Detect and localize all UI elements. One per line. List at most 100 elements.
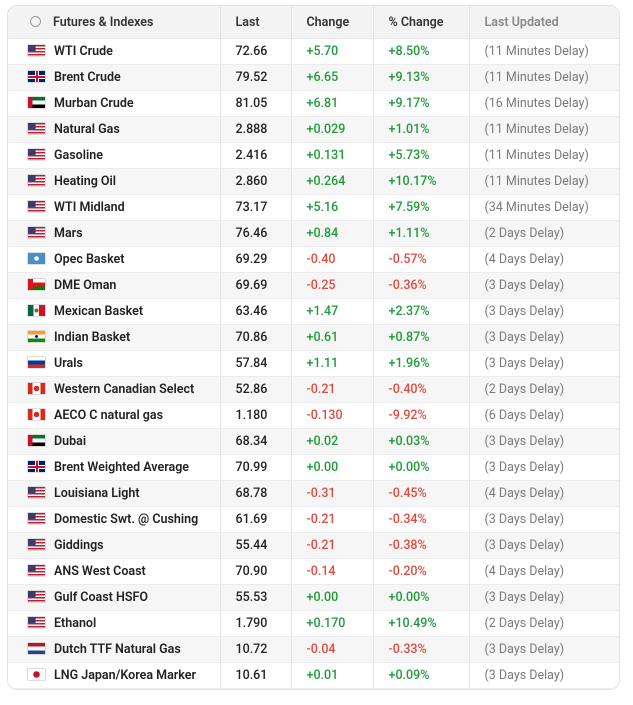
instrument-name: Indian Basket — [54, 330, 131, 345]
change: -0.40 — [306, 252, 336, 267]
table-cell: 2.888 — [220, 116, 292, 143]
table-cell: +1.96% — [373, 350, 470, 377]
table-cell: +0.029 — [291, 116, 374, 143]
table-row: Opec Basket 69.29 -0.40 -0.57% (4 Days Delay… — [8, 246, 619, 273]
table-cell: +0.61 — [291, 324, 374, 351]
instrument-name: Western Canadian Select — [54, 382, 195, 397]
table-cell: (3 Days Delay) — [469, 350, 619, 377]
percent-change: +1.11% — [388, 226, 430, 241]
flag-icon — [28, 435, 45, 446]
table-row: Dubai 68.34 +0.02 +0.03% (3 Days Delay) — [8, 428, 619, 455]
instrument-name: Domestic Swt. @ Cushing — [54, 512, 199, 527]
last-updated: (3 Days Delay) — [484, 304, 565, 319]
percent-change: +9.13% — [388, 70, 430, 85]
change: -0.21 — [306, 512, 336, 527]
table-cell: +0.00% — [373, 454, 470, 481]
change: -0.25 — [306, 278, 336, 293]
table-cell: +0.09% — [373, 662, 470, 689]
flag-icon — [28, 357, 45, 368]
table-cell: 70.99 — [220, 454, 292, 481]
table-cell: -0.45% — [373, 480, 470, 507]
table-cell: -0.57% — [373, 246, 470, 273]
table-row: Indian Basket 70.86 +0.61 +0.87% (3 Days Del… — [8, 324, 619, 351]
table-cell: Gulf Coast HSFO — [8, 584, 221, 611]
change: +0.00 — [306, 590, 339, 605]
table-row: Brent Crude 79.52 +6.65 +9.13% (11 Minutes D… — [8, 64, 619, 91]
table-cell: (4 Days Delay) — [469, 480, 619, 507]
last-updated: (34 Minutes Delay) — [484, 200, 589, 215]
table-cell: +0.02 — [291, 428, 374, 455]
table-cell: (3 Days Delay) — [469, 506, 619, 533]
last-price: 69.29 — [235, 252, 268, 267]
table-row: WTI Midland 73.17 +5.16 +7.59% (34 Minutes D… — [8, 194, 619, 221]
table-cell: (4 Days Delay) — [469, 246, 619, 273]
last-updated: (3 Days Delay) — [484, 460, 565, 475]
table-cell: Murban Crude — [8, 90, 221, 117]
table-cell: +1.11% — [373, 220, 470, 247]
last-updated: (3 Days Delay) — [484, 590, 565, 605]
table-cell: +1.11 — [291, 350, 374, 377]
table-cell: (6 Days Delay) — [469, 402, 619, 429]
change: +0.170 — [306, 616, 346, 631]
last-updated: (11 Minutes Delay) — [484, 148, 589, 163]
percent-change: +2.37% — [388, 304, 430, 319]
change: +0.84 — [306, 226, 339, 241]
table-cell: 72.66 — [220, 38, 292, 65]
last-updated: (3 Days Delay) — [484, 434, 565, 449]
table-row: LNG Japan/Korea Marker 10.61 +0.01 +0.09% (3… — [8, 662, 619, 689]
table-cell: +7.59% — [373, 194, 470, 221]
percent-change: +0.09% — [388, 668, 430, 683]
table-cell: +6.81 — [291, 90, 374, 117]
table-cell: +8.50% — [373, 38, 470, 65]
change: +6.81 — [306, 96, 339, 111]
table-cell: 81.05 — [220, 90, 292, 117]
table-cell: 70.86 — [220, 324, 292, 351]
globe-icon — [30, 15, 41, 27]
last-updated: (11 Minutes Delay) — [484, 44, 589, 59]
instrument-name: Giddings — [54, 538, 104, 553]
table-cell: Urals — [8, 350, 221, 377]
percent-change: -0.38% — [388, 538, 427, 553]
table-cell: AECO C natural gas — [8, 402, 221, 429]
table-cell: 2.416 — [220, 142, 292, 169]
change: +0.029 — [306, 122, 346, 137]
last-price: 81.05 — [235, 96, 268, 111]
percent-change: +0.03% — [388, 434, 430, 449]
table-cell: Natural Gas — [8, 116, 221, 143]
flag-icon — [28, 305, 45, 316]
table-cell: Indian Basket — [8, 324, 221, 351]
flag-icon — [28, 383, 45, 394]
flag-icon — [28, 461, 45, 472]
last-price: 79.52 — [235, 70, 268, 85]
table-row: Natural Gas 2.888 +0.029 +1.01% (11 Minutes … — [8, 116, 619, 143]
flag-icon — [28, 409, 45, 420]
change: -0.21 — [306, 538, 336, 553]
change: +0.131 — [306, 148, 346, 163]
futures-table-card: Futures & Indexes Last Change % Change Last … — [7, 5, 620, 690]
instrument-name: Gulf Coast HSFO — [54, 590, 148, 605]
table-cell: -0.21 — [291, 532, 374, 559]
table-cell: (3 Days Delay) — [469, 636, 619, 663]
instrument-name: DME Oman — [54, 278, 117, 293]
table-cell: Western Canadian Select — [8, 376, 221, 403]
table-row: Ethanol 1.790 +0.170 +10.49% (2 Days Delay) — [8, 610, 619, 637]
change: +0.00 — [306, 460, 339, 475]
table-cell: (16 Minutes Delay) — [469, 90, 619, 117]
table-cell: Mexican Basket — [8, 298, 221, 325]
percent-change: -0.40% — [388, 382, 427, 397]
table-cell: 69.69 — [220, 272, 292, 299]
table-row: Murban Crude 81.05 +6.81 +9.17% (16 Minutes … — [8, 90, 619, 117]
table-cell: (34 Minutes Delay) — [469, 194, 619, 221]
table-row: ANS West Coast 70.90 -0.14 -0.20% (4 Days De… — [8, 558, 619, 585]
table-row: Giddings 55.44 -0.21 -0.38% (3 Days Delay) — [8, 532, 619, 559]
table-cell: LNG Japan/Korea Marker — [8, 662, 221, 689]
table-cell: (11 Minutes Delay) — [469, 116, 619, 143]
change: -0.14 — [306, 564, 336, 579]
table-cell: (3 Days Delay) — [469, 298, 619, 325]
last-updated: (3 Days Delay) — [484, 278, 565, 293]
table-cell: -0.40 — [291, 246, 374, 273]
table-cell: 68.78 — [220, 480, 292, 507]
table-cell: +0.03% — [373, 428, 470, 455]
table-cell: -0.21 — [291, 506, 374, 533]
last-updated: (6 Days Delay) — [484, 408, 565, 423]
